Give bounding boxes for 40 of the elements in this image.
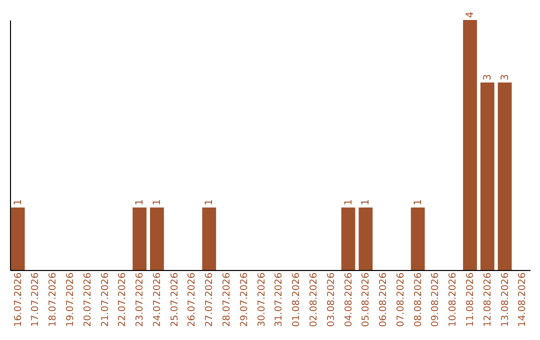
x-tick-label: 21.07.2026 (100, 272, 111, 327)
x-tick-label: 29.07.2026 (238, 272, 250, 327)
x-tick-label: 16.07.2026 (12, 272, 24, 327)
x-tick-label: 18.07.2026 (48, 272, 59, 327)
data-label: 1 (360, 199, 372, 206)
data-label: 3 (482, 74, 494, 80)
x-tick-label: 09.08.2026 (430, 272, 442, 327)
x-tick-label: 28.07.2026 (222, 272, 233, 327)
data-label: 3 (500, 74, 511, 80)
x-tick-label: 23.07.2026 (134, 272, 146, 327)
x-tick-label: 22.07.2026 (117, 272, 128, 327)
x-tick-label: 24.07.2026 (152, 272, 163, 327)
x-tick-label: 06.08.2026 (378, 272, 390, 327)
x-tick-label: 02.08.2026 (308, 272, 320, 327)
data-label: 1 (343, 199, 354, 206)
data-label: 1 (152, 199, 163, 206)
x-tick-label: 05.08.2026 (360, 272, 372, 327)
x-tick-label: 01.08.2026 (291, 272, 302, 327)
x-tick-label: 26.07.2026 (186, 272, 198, 327)
x-tick-label: 04.08.2026 (343, 272, 354, 327)
x-tick-label: 12.08.2026 (482, 272, 494, 327)
x-tick-label: 03.08.2026 (326, 272, 337, 327)
x-tick-label: 14.08.2026 (517, 272, 528, 327)
x-tick-label: 11.08.2026 (465, 272, 476, 327)
x-tick-label: 07.08.2026 (395, 272, 406, 327)
x-tick-label: 31.07.2026 (274, 272, 285, 327)
data-label: 1 (12, 199, 24, 206)
x-tick-label: 19.07.2026 (65, 272, 76, 327)
x-tick-label: 27.07.2026 (204, 272, 216, 327)
x-tick-label: 17.07.2026 (30, 272, 42, 327)
x-tick-label: 10.08.2026 (448, 272, 459, 327)
x-tick-label: 08.08.2026 (412, 272, 424, 327)
x-tick-label: 25.07.2026 (169, 272, 180, 327)
data-label: 1 (204, 199, 216, 206)
data-label: 1 (412, 199, 424, 206)
x-tick-label: 30.07.2026 (256, 272, 268, 327)
x-tick-label: 13.08.2026 (500, 272, 511, 327)
x-tick-label: 20.07.2026 (82, 272, 94, 327)
data-label: 1 (134, 199, 146, 206)
data-label: 4 (465, 12, 476, 18)
